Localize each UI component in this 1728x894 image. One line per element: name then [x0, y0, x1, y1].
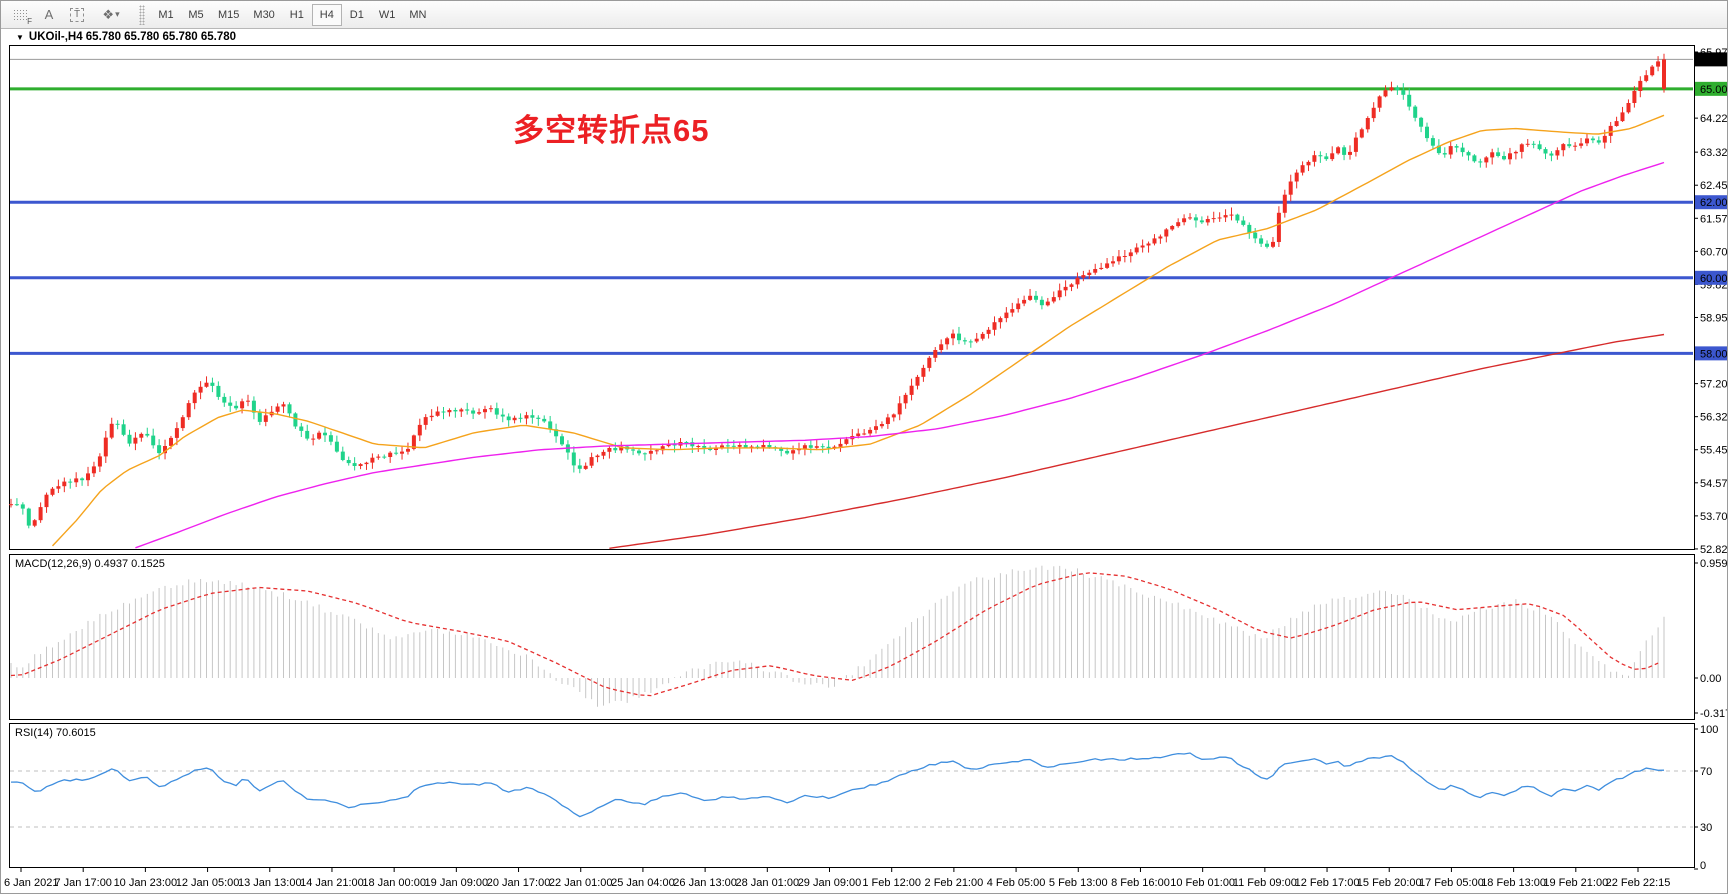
svg-text:52.825: 52.825 — [1700, 544, 1728, 556]
text-label-tool-button[interactable]: A — [35, 3, 63, 27]
svg-text:-0.3171: -0.3171 — [1700, 708, 1728, 720]
svg-text:63.325: 63.325 — [1700, 147, 1728, 159]
timeframe-button-h1[interactable]: H1 — [289, 8, 304, 21]
timeframe-button-m30[interactable]: M30 — [253, 8, 275, 21]
candlesticks — [9, 53, 1666, 529]
svg-text:14 Jan 21:00: 14 Jan 21:00 — [300, 877, 364, 889]
chart-annotation-text[interactable]: 多空转折点65 — [513, 113, 710, 148]
moving-average-lines — [51, 114, 1665, 549]
support-resistance-lines — [10, 58, 1693, 355]
svg-text:100: 100 — [1700, 724, 1718, 736]
svg-text:10 Jan 23:00: 10 Jan 23:00 — [114, 877, 178, 889]
svg-text:65.780: 65.780 — [1700, 54, 1728, 66]
svg-text:64.225: 64.225 — [1700, 113, 1728, 125]
svg-text:4 Feb 05:00: 4 Feb 05:00 — [987, 877, 1046, 889]
svg-text:53.700: 53.700 — [1700, 511, 1728, 523]
svg-text:61.575: 61.575 — [1700, 213, 1728, 225]
svg-text:25 Jan 04:00: 25 Jan 04:00 — [611, 877, 675, 889]
timeframe-button-h4[interactable]: H4 — [311, 3, 342, 26]
indicators-grid-tool-button[interactable]: F — [7, 3, 35, 27]
chevron-down-icon: ▾ — [115, 9, 120, 19]
svg-text:30: 30 — [1700, 822, 1712, 834]
svg-text:62.000: 62.000 — [1700, 197, 1728, 209]
svg-text:8 Feb 16:00: 8 Feb 16:00 — [1111, 877, 1170, 889]
svg-text:60.700: 60.700 — [1700, 246, 1728, 258]
svg-text:15 Feb 20:00: 15 Feb 20:00 — [1357, 877, 1422, 889]
svg-text:6 Jan 2021: 6 Jan 2021 — [4, 877, 58, 889]
svg-text:0.959: 0.959 — [1700, 558, 1728, 570]
chart-title-bar: ▼ UKOil-,H4 65.780 65.780 65.780 65.780 — [10, 29, 1692, 45]
dropdown-triangle-icon[interactable]: ▼ — [16, 32, 24, 42]
svg-text:12 Feb 17:00: 12 Feb 17:00 — [1295, 877, 1360, 889]
svg-text:10 Feb 01:00: 10 Feb 01:00 — [1170, 877, 1235, 889]
grid-f-label: F — [27, 16, 32, 26]
toolbar: F A T ❖ ▾ M1 M5 M15 M30 H1 H4 D1 W1 MN — [1, 1, 1727, 29]
svg-text:22 Feb 22:15: 22 Feb 22:15 — [1606, 877, 1671, 889]
timeframe-button-d1[interactable]: D1 — [349, 8, 364, 21]
svg-text:18 Feb 13:00: 18 Feb 13:00 — [1481, 877, 1546, 889]
svg-text:13 Jan 13:00: 13 Jan 13:00 — [238, 877, 302, 889]
svg-text:0: 0 — [1700, 860, 1706, 872]
svg-text:17 Feb 05:00: 17 Feb 05:00 — [1419, 877, 1484, 889]
dotted-grid-icon — [13, 8, 29, 21]
svg-text:11 Feb 09:00: 11 Feb 09:00 — [1233, 877, 1297, 889]
svg-text:7 Jan 17:00: 7 Jan 17:00 — [54, 877, 112, 889]
svg-text:20 Jan 17:00: 20 Jan 17:00 — [487, 877, 551, 889]
svg-text:19 Jan 09:00: 19 Jan 09:00 — [425, 877, 489, 889]
timeframe-button-m15[interactable]: M15 — [218, 8, 240, 21]
svg-text:57.200: 57.200 — [1700, 379, 1728, 391]
svg-text:70: 70 — [1700, 766, 1712, 778]
text-box-tool-button[interactable]: T — [63, 3, 91, 27]
svg-text:58.950: 58.950 — [1700, 312, 1728, 324]
svg-text:29 Jan 09:00: 29 Jan 09:00 — [798, 877, 862, 889]
svg-text:2 Feb 21:00: 2 Feb 21:00 — [925, 877, 984, 889]
svg-text:22 Jan 01:00: 22 Jan 01:00 — [549, 877, 613, 889]
chart-title: UKOil-,H4 65.780 65.780 65.780 65.780 — [28, 31, 237, 43]
letter-a-icon: A — [44, 7, 54, 22]
timeframe-button-m1[interactable]: M1 — [158, 8, 174, 21]
svg-text:12 Jan 05:00: 12 Jan 05:00 — [176, 877, 240, 889]
svg-text:62.450: 62.450 — [1700, 180, 1728, 192]
timeframe-button-m5[interactable]: M5 — [188, 8, 204, 21]
svg-text:MACD(12,26,9) 0.4937 0.1525: MACD(12,26,9) 0.4937 0.1525 — [15, 558, 165, 570]
svg-text:56.325: 56.325 — [1700, 412, 1728, 424]
svg-text:5 Feb 13:00: 5 Feb 13:00 — [1049, 877, 1108, 889]
macd-histogram — [10, 565, 1665, 707]
svg-text:RSI(14) 70.6015: RSI(14) 70.6015 — [15, 727, 96, 739]
toolbar-separator — [139, 4, 145, 25]
svg-text:28 Jan 01:00: 28 Jan 01:00 — [735, 877, 799, 889]
svg-text:58.000: 58.000 — [1700, 348, 1728, 360]
svg-text:26 Jan 13:00: 26 Jan 13:00 — [673, 877, 737, 889]
objects-diamond-icon: ❖ — [102, 6, 115, 22]
svg-text:54.575: 54.575 — [1700, 478, 1728, 490]
price-axis[interactable]: 65.97564.22563.32562.45061.57560.70059.8… — [1694, 47, 1728, 872]
timeframe-button-mn[interactable]: MN — [409, 8, 427, 21]
text-box-icon: T — [69, 7, 85, 22]
svg-text:19 Feb 21:00: 19 Feb 21:00 — [1543, 877, 1608, 889]
macd-signal-line — [10, 572, 1659, 697]
svg-text:65.000: 65.000 — [1700, 84, 1728, 96]
objects-tool-button[interactable]: ❖ ▾ — [91, 3, 131, 27]
svg-text:0.00: 0.00 — [1700, 673, 1721, 685]
timeframe-button-w1[interactable]: W1 — [378, 8, 396, 21]
svg-text:1 Feb 12:00: 1 Feb 12:00 — [862, 877, 921, 889]
timeframe-button-group: M1 M5 M15 M30 H1 H4 D1 W1 MN — [151, 3, 433, 26]
svg-text:18 Jan 00:00: 18 Jan 00:00 — [362, 877, 426, 889]
rsi-line — [10, 752, 1665, 818]
svg-text:55.450: 55.450 — [1700, 445, 1728, 457]
svg-text:60.000: 60.000 — [1700, 273, 1728, 285]
